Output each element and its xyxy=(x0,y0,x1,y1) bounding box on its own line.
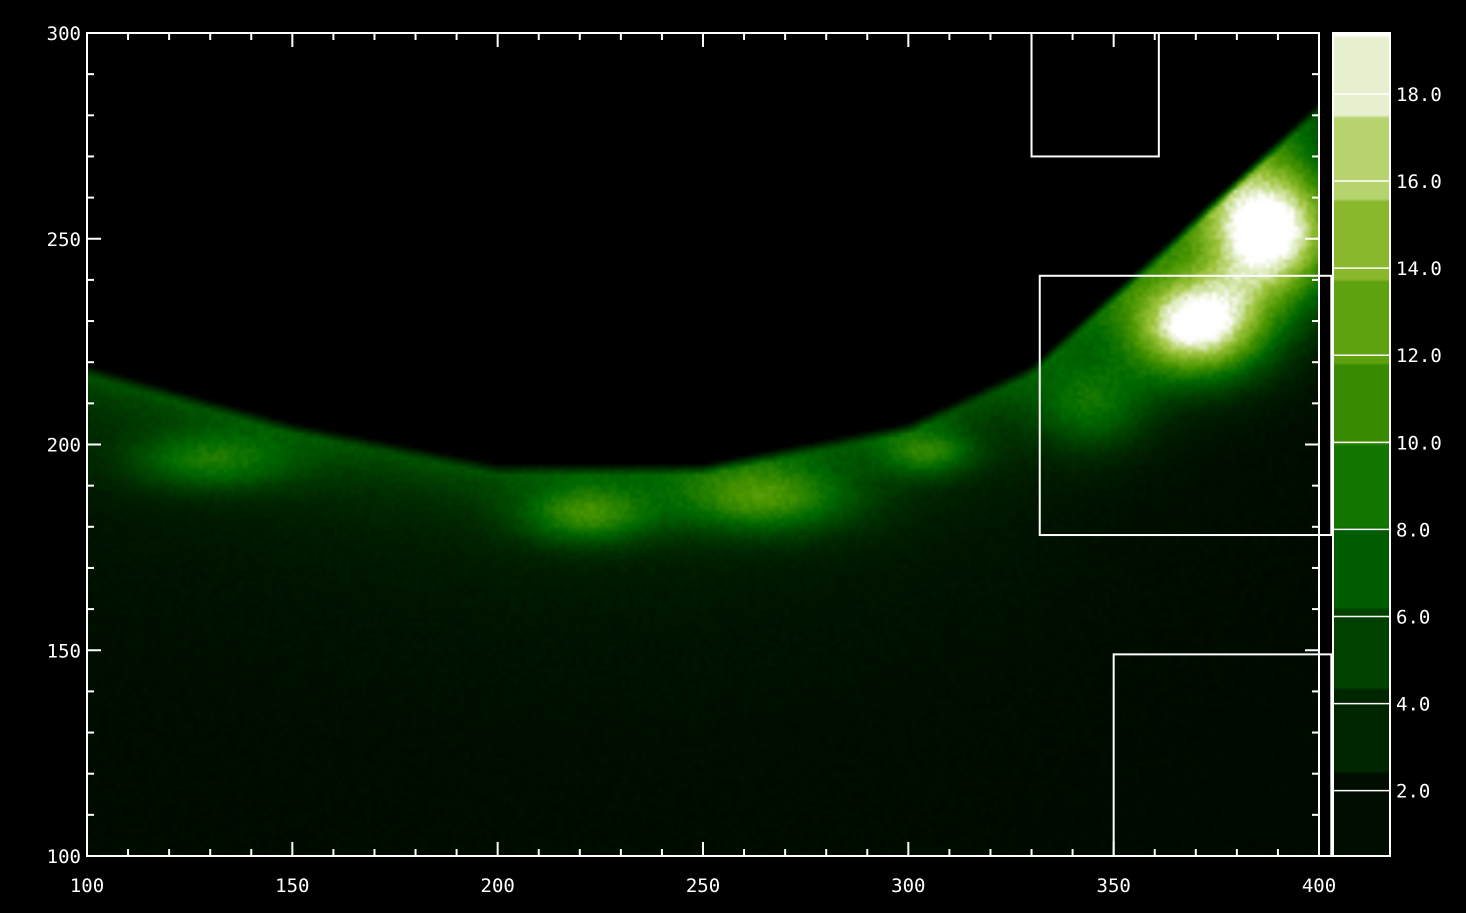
x-tick-label: 350 xyxy=(1097,875,1131,897)
colorbar-tick-label: 14.0 xyxy=(1396,258,1442,280)
y-tick-label: 100 xyxy=(47,846,81,868)
colorbar-tick-label: 10.0 xyxy=(1396,432,1442,454)
annotation-box xyxy=(1038,274,1333,537)
colorbar-frame xyxy=(1332,32,1391,857)
y-tick-label: 150 xyxy=(47,640,81,662)
colorbar-tick-label: 16.0 xyxy=(1396,171,1442,193)
colorbar-tick-label: 2.0 xyxy=(1396,781,1430,803)
y-tick-label: 200 xyxy=(47,435,81,457)
colorbar-gradient xyxy=(1333,33,1390,856)
colorbar-tick-label: 18.0 xyxy=(1396,84,1442,106)
x-tick-label: 300 xyxy=(891,875,925,897)
x-tick-label: 200 xyxy=(481,875,515,897)
colorbar-tick-label: 4.0 xyxy=(1396,694,1430,716)
x-tick-label: 400 xyxy=(1302,875,1336,897)
x-tick-label: 100 xyxy=(70,875,104,897)
axes: 100 150 200 250 300 350 400 100 150 200 250 300 xyxy=(47,23,1336,897)
colorbar: 2.0 4.0 6.0 8.0 10.0 12.0 14.0 16.0 18.0 xyxy=(1332,32,1442,857)
x-tick-label: 150 xyxy=(275,875,309,897)
y-tick-label: 300 xyxy=(47,23,81,45)
colorbar-tick-label: 12.0 xyxy=(1396,345,1442,367)
x-tick-label: 250 xyxy=(686,875,720,897)
y-tick-label: 250 xyxy=(47,229,81,251)
colorbar-tick-label: 6.0 xyxy=(1396,607,1430,629)
colorbar-tick-label: 8.0 xyxy=(1396,519,1430,541)
